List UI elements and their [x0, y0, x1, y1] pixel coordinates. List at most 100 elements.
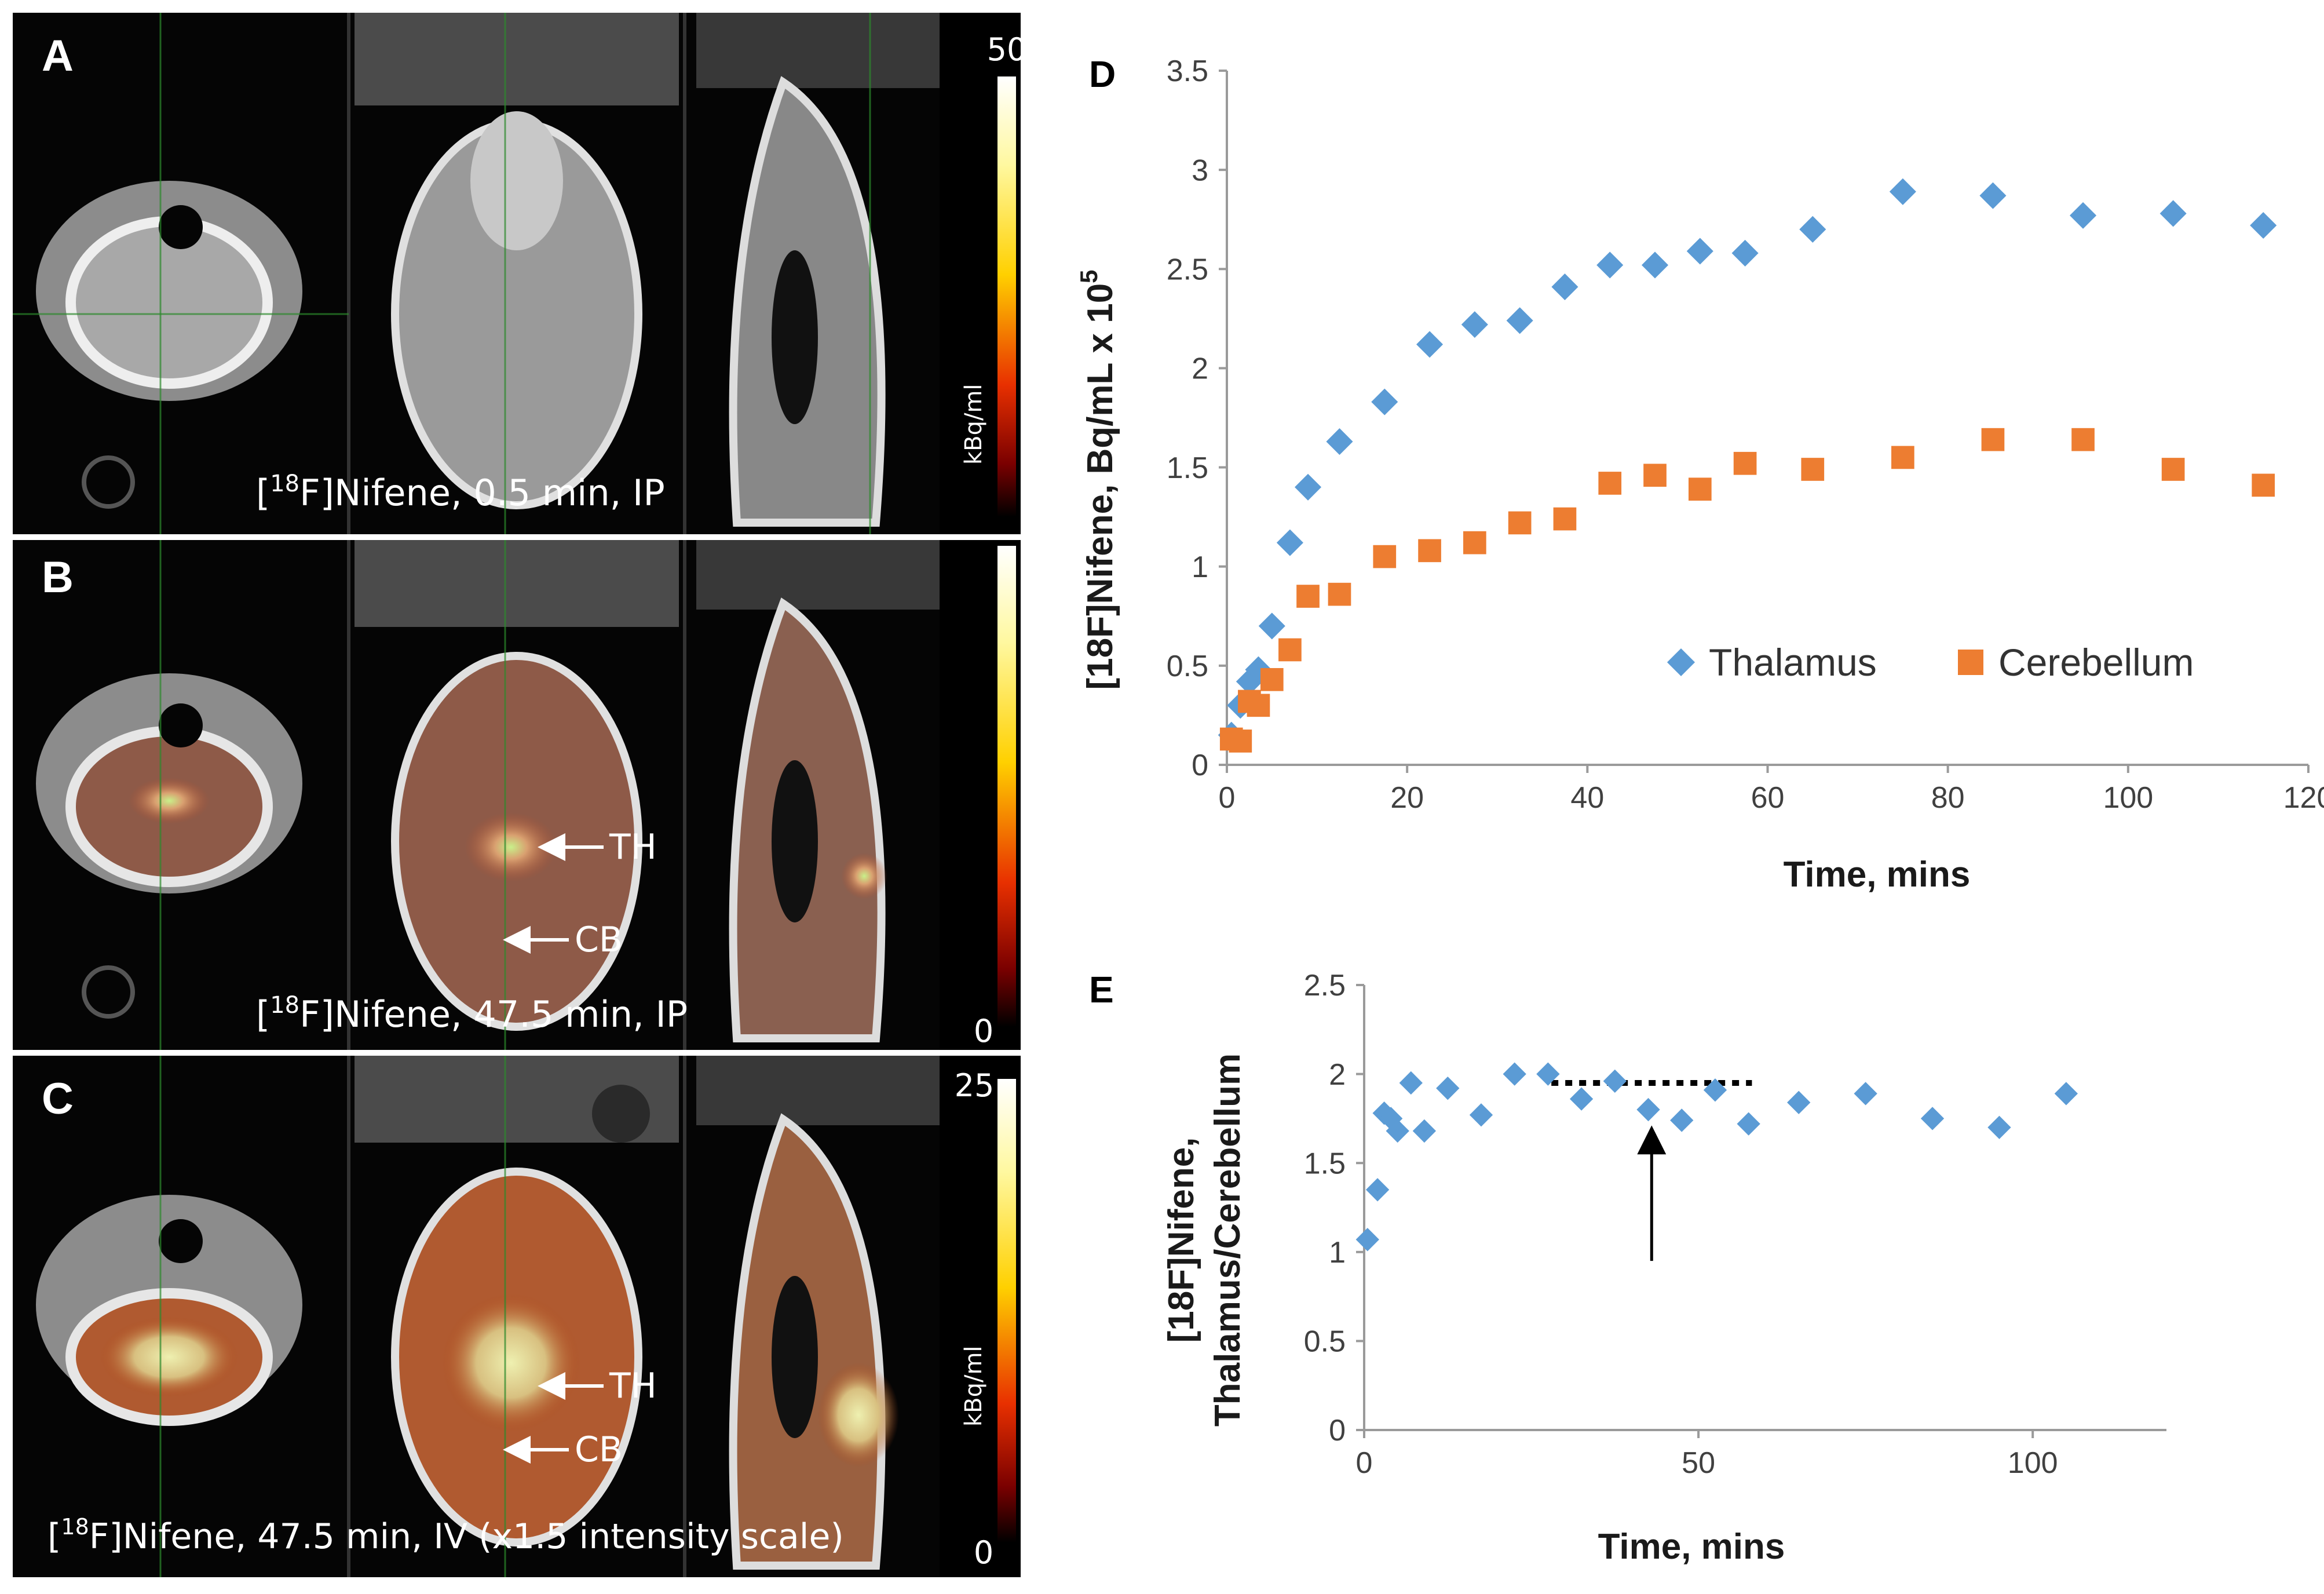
- chart-d-points: [1218, 178, 2277, 753]
- panel-c-label-th: TH: [609, 1366, 657, 1406]
- panel-a-caption: [18F]Nifene, 0.5 min, IP: [256, 470, 665, 514]
- thalamus-point: [1416, 331, 1444, 358]
- y-tick-label: 0: [1329, 1414, 1346, 1447]
- ratio-point: [1737, 1112, 1760, 1136]
- ratio-point: [1787, 1090, 1811, 1114]
- thalamus-point: [1276, 529, 1303, 556]
- thalamus-point: [2159, 200, 2187, 227]
- panel-b-letter: B: [42, 553, 74, 602]
- thalamus-point: [1258, 612, 1285, 640]
- chart-d-ticks: 0 20 40 60 80 100 120 0 0.5 1 1.5 2 2.5 3 3.5: [1167, 54, 2324, 815]
- caption-open-bracket: [: [256, 993, 270, 1035]
- y-tick-label: 3.5: [1167, 54, 1208, 88]
- ratio-point: [1854, 1082, 1877, 1106]
- y-tick-label: 2: [1192, 352, 1208, 386]
- ratio-point: [1372, 1101, 1396, 1125]
- y-tick-label: 1: [1192, 550, 1208, 584]
- panel-b-label-th: TH: [609, 827, 657, 867]
- chart-d: D 0 20 40 60 80 100 120 0 0.5 1 1.5 2 2.5 3 3.5 Time, …: [1075, 53, 2324, 895]
- thalamus-point: [1799, 216, 1826, 243]
- chart-e-letter: E: [1089, 969, 1114, 1011]
- thalamus-point: [2070, 202, 2097, 229]
- cerebellum-point: [1598, 472, 1622, 495]
- cerebellum-point: [2071, 428, 2095, 451]
- legend-thalamus-label: Thalamus: [1709, 641, 1877, 684]
- x-tick-label: 40: [1570, 781, 1604, 815]
- panel-b-label-cb: CB: [575, 920, 623, 960]
- cerebellum-point: [1553, 507, 1577, 531]
- chart-e-y-label-line1: [18F]Nifene,: [1161, 1137, 1201, 1343]
- y-tick-label: 1: [1329, 1236, 1346, 1270]
- y-tick-label: 0.5: [1304, 1325, 1346, 1359]
- cerebellum-point: [1328, 582, 1351, 606]
- thalamus-point: [1551, 273, 1578, 301]
- cerebellum-point: [1296, 585, 1320, 608]
- x-tick-label: 120: [2283, 781, 2324, 815]
- chart-d-x-label: Time, mins: [1784, 855, 1971, 895]
- x-tick-label: 50: [1682, 1446, 1715, 1480]
- ratio-point: [1987, 1115, 2011, 1139]
- caption-superscript: 18: [61, 1514, 89, 1540]
- x-tick-label: 100: [2103, 781, 2153, 815]
- x-tick-label: 0: [1356, 1446, 1373, 1480]
- chart-d-legend: Thalamus Cerebellum: [1667, 641, 2194, 684]
- legend-cerebellum-label: Cerebellum: [1998, 641, 2194, 684]
- cerebellum-point: [2252, 473, 2275, 497]
- caption-superscript: 18: [270, 992, 299, 1019]
- caption-text: F]Nifene, 0.5 min, IP: [299, 472, 665, 514]
- cerebellum-point: [1260, 667, 1284, 691]
- chart-d-y-label: [18F]Nifene, Bq/mL x 105: [1075, 269, 1120, 690]
- ratio-point: [1365, 1178, 1390, 1202]
- ratio-point: [1436, 1077, 1460, 1100]
- chart-e-y-label-line2: Thalamus/Cerebellum: [1208, 1053, 1248, 1427]
- thalamus-point: [1686, 238, 1713, 265]
- cerebellum-point: [1891, 446, 1914, 469]
- ratio-point: [1603, 1069, 1627, 1093]
- cerebellum-point: [1229, 729, 1252, 753]
- chart-e-x-label: Time, mins: [1598, 1527, 1785, 1567]
- panel-c-scale-max: 25: [955, 1067, 995, 1104]
- y-tick-label: 0.5: [1167, 650, 1208, 683]
- cerebellum-point: [2161, 458, 2185, 481]
- panel-c-letter: C: [42, 1074, 74, 1124]
- panel-b-scale-min: 0: [974, 1013, 993, 1049]
- ratio-point: [1399, 1071, 1423, 1095]
- legend-thalamus-marker: [1667, 648, 1696, 677]
- y-tick-label: 2.5: [1304, 969, 1346, 1002]
- panel-a-scale-max: 50: [987, 31, 1027, 68]
- y-tick-label: 3: [1192, 154, 1208, 187]
- ratio-point: [1636, 1097, 1660, 1122]
- cerebellum-point: [1508, 511, 1532, 535]
- panel-a-letter: A: [42, 31, 74, 81]
- panel-c-caption: [18F]Nifene, 47.5 min, IV (x1.5 intensit…: [47, 1514, 844, 1557]
- panel-c-scale-unit: kBq/ml: [960, 1345, 987, 1427]
- thalamus-point: [1731, 239, 1759, 267]
- panel-a-scale-unit: kBq/ml: [960, 384, 987, 465]
- caption-superscript: 18: [270, 470, 299, 497]
- x-tick-label: 80: [1931, 781, 1965, 815]
- panel-b: B TH CB 0 [18F]Nifene, 47.5 min, IP: [13, 540, 1021, 1050]
- ratio-point: [1703, 1078, 1727, 1102]
- cerebellum-point: [1247, 694, 1270, 717]
- ratio-point: [1670, 1108, 1694, 1132]
- chart-d-y-label-sup: 5: [1075, 269, 1102, 283]
- panel-b-caption: [18F]Nifene, 47.5 min, IP: [256, 992, 688, 1035]
- thalamus-point: [1596, 251, 1624, 279]
- thalamus-point: [1371, 388, 1398, 415]
- caption-text: F]Nifene, 47.5 min, IV (x1.5 intensity s…: [89, 1516, 844, 1557]
- ratio-point: [1569, 1087, 1594, 1111]
- thalamus-point: [1889, 178, 1916, 205]
- cerebellum-point: [1373, 545, 1397, 568]
- x-tick-label: 100: [2008, 1446, 2058, 1480]
- y-tick-label: 0: [1192, 749, 1208, 782]
- ratio-point: [1469, 1103, 1493, 1127]
- cerebellum-point: [1801, 458, 1825, 481]
- cerebellum-point: [1981, 428, 2005, 451]
- panel-c-label-cb: CB: [575, 1429, 623, 1470]
- y-tick-label: 1.5: [1167, 451, 1208, 485]
- chart-d-y-label-main: [18F]Nifene, Bq/mL x 10: [1080, 283, 1120, 690]
- cerebellum-point: [1733, 451, 1757, 475]
- cerebellum-point: [1688, 477, 1712, 501]
- chart-e: E 0 50 100 0 0.5 1 1.5 2 2.5 Time, mins [18F]Nif…: [1089, 969, 2166, 1567]
